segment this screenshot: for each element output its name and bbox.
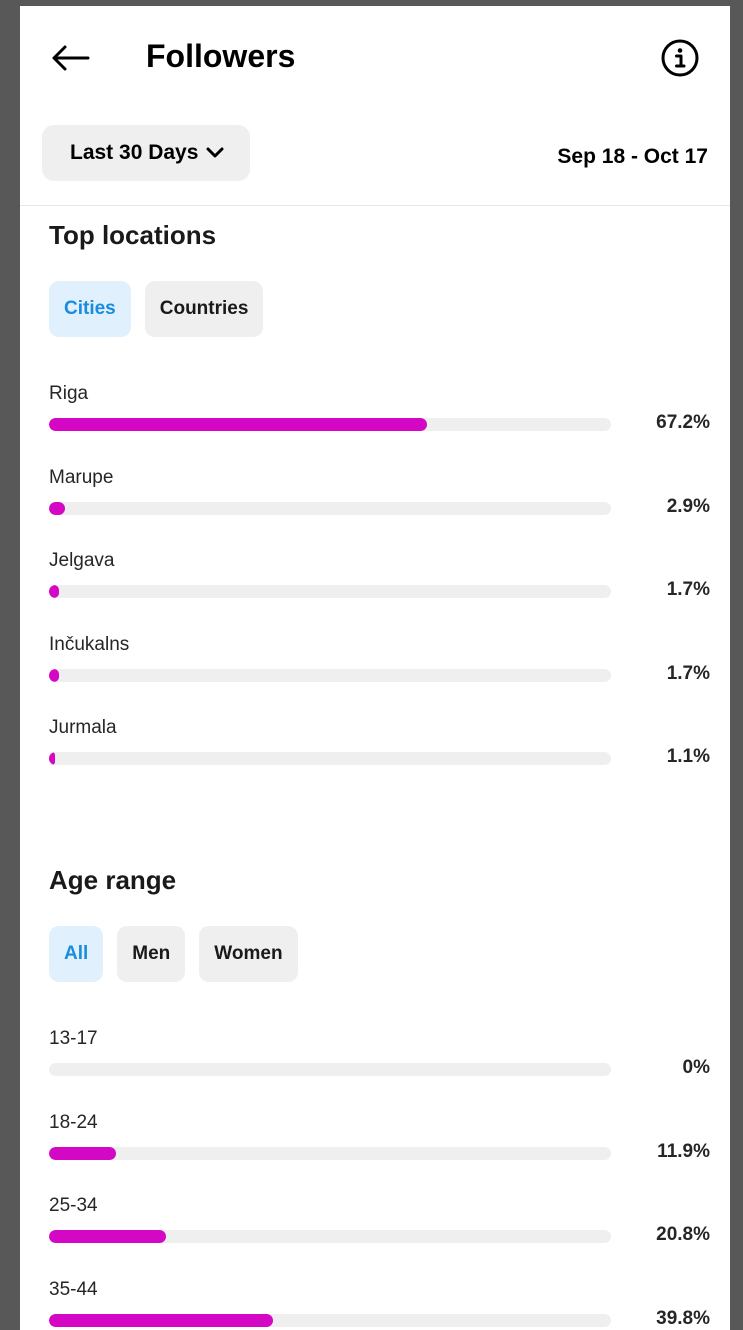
age-row-label: 18-24 [49,1111,98,1133]
age-row: 35-44 39.8% [49,1279,710,1330]
age-row: 13-17 0% [49,1028,710,1088]
location-bar-fill [49,501,66,515]
arrow-left-icon [52,45,90,71]
location-bar-fill [49,418,427,431]
info-button[interactable] [658,36,702,80]
location-row: Jurmala 1.1% [49,717,710,777]
tab-cities[interactable]: Cities [49,281,131,337]
location-row-percent: 1.1% [666,746,710,767]
tab-women[interactable]: Women [199,926,298,982]
location-row-label: Inčukalns [49,633,130,655]
location-row-percent: 1.7% [666,662,710,684]
location-bar-track [49,752,611,765]
age-bar-track [49,1230,611,1243]
age-row: 18-24 11.9% [49,1112,710,1172]
age-row-percent: 39.8% [656,1307,710,1329]
age-bar-track [49,1313,611,1327]
tab-men[interactable]: Men [117,926,186,982]
location-row-percent: 2.9% [666,495,710,517]
location-row: Inčukalns 1.7% [49,634,710,694]
location-tabs: Cities Countries [49,281,264,337]
age-row-percent: 11.9% [657,1140,710,1162]
age-row-label: 25-34 [49,1195,98,1216]
location-bar-fill [49,668,59,682]
location-row-percent: 67.2% [656,412,710,433]
age-row-percent: 20.8% [656,1224,710,1245]
age-row-label: 35-44 [49,1278,98,1300]
age-row-percent: 0% [682,1057,710,1078]
age-bar-track [49,1146,611,1160]
age-bar-track [49,1063,611,1076]
age-row-label: 13-17 [49,1028,98,1049]
age-bar-fill [49,1230,166,1243]
info-circle-icon [661,39,699,77]
location-bar-track [49,585,611,598]
age-range-title: Age range [49,865,177,895]
page-title: Followers [146,38,296,74]
location-row: Jelgava 1.7% [49,550,710,610]
location-row-label: Jurmala [49,717,117,738]
back-button[interactable] [48,38,92,78]
age-bar-fill [49,1313,273,1327]
location-row: Riga 67.2% [49,383,710,443]
top-locations-title: Top locations [49,220,217,250]
date-range-dropdown[interactable]: Last 30 Days [42,125,251,181]
location-row-label: Marupe [49,466,114,488]
location-row-percent: 1.7% [666,579,710,600]
location-bar-track [49,668,611,682]
location-bar-track [49,418,611,431]
tab-countries[interactable]: Countries [144,281,264,337]
location-row-label: Riga [49,383,89,404]
followers-screen: Followers Last 30 Days Sep 18 - Oct 17 T… [20,6,730,1330]
date-range-text: Sep 18 - Oct 17 [557,145,708,168]
header: Followers [20,6,730,106]
age-row: 25-34 20.8% [49,1195,710,1255]
date-range-dropdown-label: Last 30 Days [70,141,199,164]
age-bar-fill [49,1146,116,1160]
location-bar-fill [49,585,59,598]
location-row-label: Jelgava [49,550,115,571]
location-bar-track [49,501,611,515]
chevron-down-icon [206,147,224,158]
divider [20,205,730,206]
location-row: Marupe 2.9% [49,467,710,527]
location-bar-fill [49,752,56,765]
tab-all[interactable]: All [49,926,104,982]
age-tabs: All Men Women [49,926,298,982]
